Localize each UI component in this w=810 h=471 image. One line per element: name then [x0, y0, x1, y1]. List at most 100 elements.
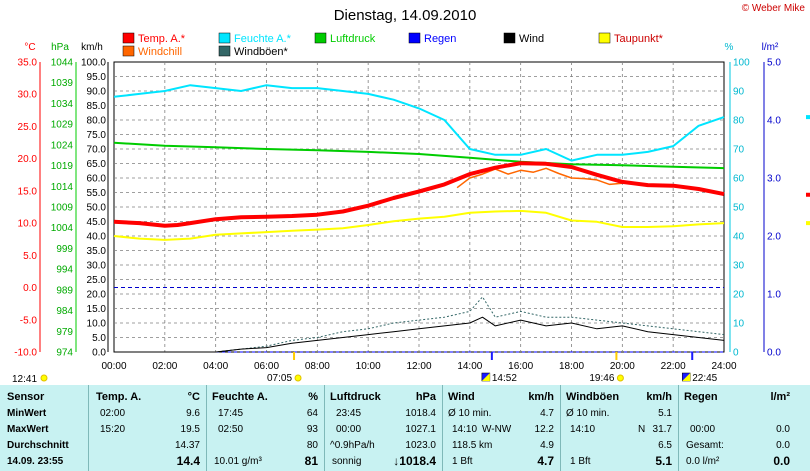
temp-tick: 20.0 [18, 154, 38, 165]
legend-label: Windchill [138, 46, 182, 58]
rain-max: 0.0 [776, 424, 790, 435]
wind-tick: 65.0 [87, 159, 107, 170]
rain-max-time: 00:00 [690, 424, 716, 435]
series-wind [114, 316, 725, 353]
rain-tick: 1.0 [767, 290, 781, 301]
wind-max-icon-fill [682, 373, 691, 381]
current-value-marker [806, 115, 810, 120]
wind-tick: 5.0 [92, 333, 106, 344]
time-tick: 08:00 [305, 361, 330, 372]
wind-unit-label: km/h [81, 42, 103, 53]
header-humidity-unit: % [308, 391, 318, 403]
wind-max: 12.2 [534, 424, 554, 435]
humidity-tick: 30 [733, 261, 745, 272]
wind-tick: 25.0 [87, 275, 107, 286]
legend-swatch [408, 32, 421, 44]
humidity-tick: 80 [733, 116, 745, 127]
rain-total: 0.0 [776, 440, 790, 451]
gust-max-time: 14:10 [570, 424, 596, 435]
legend-swatch [503, 32, 516, 44]
press-avg: 1023.0 [405, 440, 436, 451]
hum-avg: 80 [306, 440, 318, 451]
legend-swatch [218, 45, 231, 57]
series-taupunkt [113, 209, 725, 241]
pressure-tick: 1014 [51, 182, 74, 193]
wind-now: 4.7 [537, 454, 554, 468]
humidity-tick: 10 [733, 319, 745, 330]
time-tick: 04:00 [203, 361, 228, 372]
temp-min: 9.6 [186, 408, 200, 419]
hum-max-time: 02:50 [218, 424, 244, 435]
wind-tick: 30.0 [87, 261, 107, 272]
pressure-tick: 974 [56, 348, 73, 359]
legend-swatch [218, 32, 231, 44]
rain-tick: 5.0 [767, 58, 781, 69]
gust-now: 5.1 [655, 454, 672, 468]
row-label-min: MinWert [7, 408, 47, 419]
wind-tick: 15.0 [87, 304, 107, 315]
temp-now: 14.4 [176, 454, 200, 468]
pressure-tick: 984 [56, 306, 73, 317]
gust-avg10: 5.1 [658, 408, 672, 419]
row-label-max: MaxWert [7, 424, 49, 435]
header-rain: Regen [684, 391, 718, 403]
time-tick: 12:00 [406, 361, 431, 372]
humidity-tick: 70 [733, 145, 745, 156]
series-windchill [456, 167, 623, 189]
pressure-tick: 1029 [51, 120, 74, 131]
start-time-label: 12:41 [12, 374, 37, 385]
temp-avg: 14.37 [174, 440, 200, 451]
temp-tick: -5.0 [20, 315, 38, 326]
sunrise-label: 07:05 [267, 373, 292, 384]
rain-now-label: 0.0 l/m² [686, 456, 720, 467]
temp-tick: 10.0 [18, 219, 38, 230]
event-markers: 12:41 07:05 14:52 19:46 22:45 [12, 352, 718, 385]
temp-tick: 15.0 [18, 186, 38, 197]
wind-tick: 85.0 [87, 101, 107, 112]
legend-label: Luftdruck [330, 33, 376, 45]
rain-tick: 2.0 [767, 232, 781, 243]
gust-max: 31.7 [652, 424, 672, 435]
legend-label: Taupunkt* [614, 33, 664, 45]
legend-swatch [122, 32, 135, 44]
legend-label: Temp. A.* [138, 33, 186, 45]
wind-bft: 1 Bft [452, 456, 473, 467]
legend-label: Feuchte A.* [234, 33, 292, 45]
header-pressure-unit: hPa [415, 391, 436, 403]
wind-tick: 45.0 [87, 217, 107, 228]
temp-tick: 35.0 [18, 58, 38, 69]
sun-icon [616, 374, 624, 382]
wind-avg10-label: Ø 10 min. [448, 408, 492, 419]
rain-tick: 0.0 [767, 348, 781, 359]
wind-tick: 0.0 [92, 348, 106, 359]
header-sensor: Sensor [7, 391, 45, 403]
wind-tick: 90.0 [87, 87, 107, 98]
wind-max-label: 22:45 [692, 373, 717, 384]
pressure-tick: 994 [56, 265, 73, 276]
gust-avg: 6.5 [658, 440, 672, 451]
time-tick: 18:00 [559, 361, 584, 372]
temp-min-time: 02:00 [100, 408, 126, 419]
legend-label: Windböen* [234, 46, 289, 58]
humidity-unit-label: % [725, 42, 734, 53]
legend-swatch [122, 45, 135, 57]
gust-avg10-label: Ø 10 min. [566, 408, 610, 419]
wind-tick: 70.0 [87, 145, 107, 156]
wind-tick: 10.0 [87, 319, 107, 330]
header-humidity: Feuchte A. [212, 391, 268, 403]
time-tick: 06:00 [254, 361, 279, 372]
press-now: ↓1018.4 [393, 454, 436, 468]
rain-unit-label: l/m² [762, 42, 779, 53]
time-tick: 24:00 [711, 361, 736, 372]
wind-tick: 35.0 [87, 246, 107, 257]
humidity-tick: 100 [733, 58, 750, 69]
header-gust: Windböen [566, 391, 620, 403]
hum-absolute: 10.01 g/m³ [214, 456, 262, 467]
legend: Temp. A.*Windchill Feuchte A.*Windböen* Lu… [122, 32, 664, 58]
time-tick: 20:00 [610, 361, 635, 372]
rain-tick: 3.0 [767, 174, 781, 185]
wind-max-icon-fill [481, 373, 490, 381]
plot-grid [113, 61, 725, 353]
pressure-unit-label: hPa [51, 42, 69, 53]
wind-tick: 55.0 [87, 188, 107, 199]
